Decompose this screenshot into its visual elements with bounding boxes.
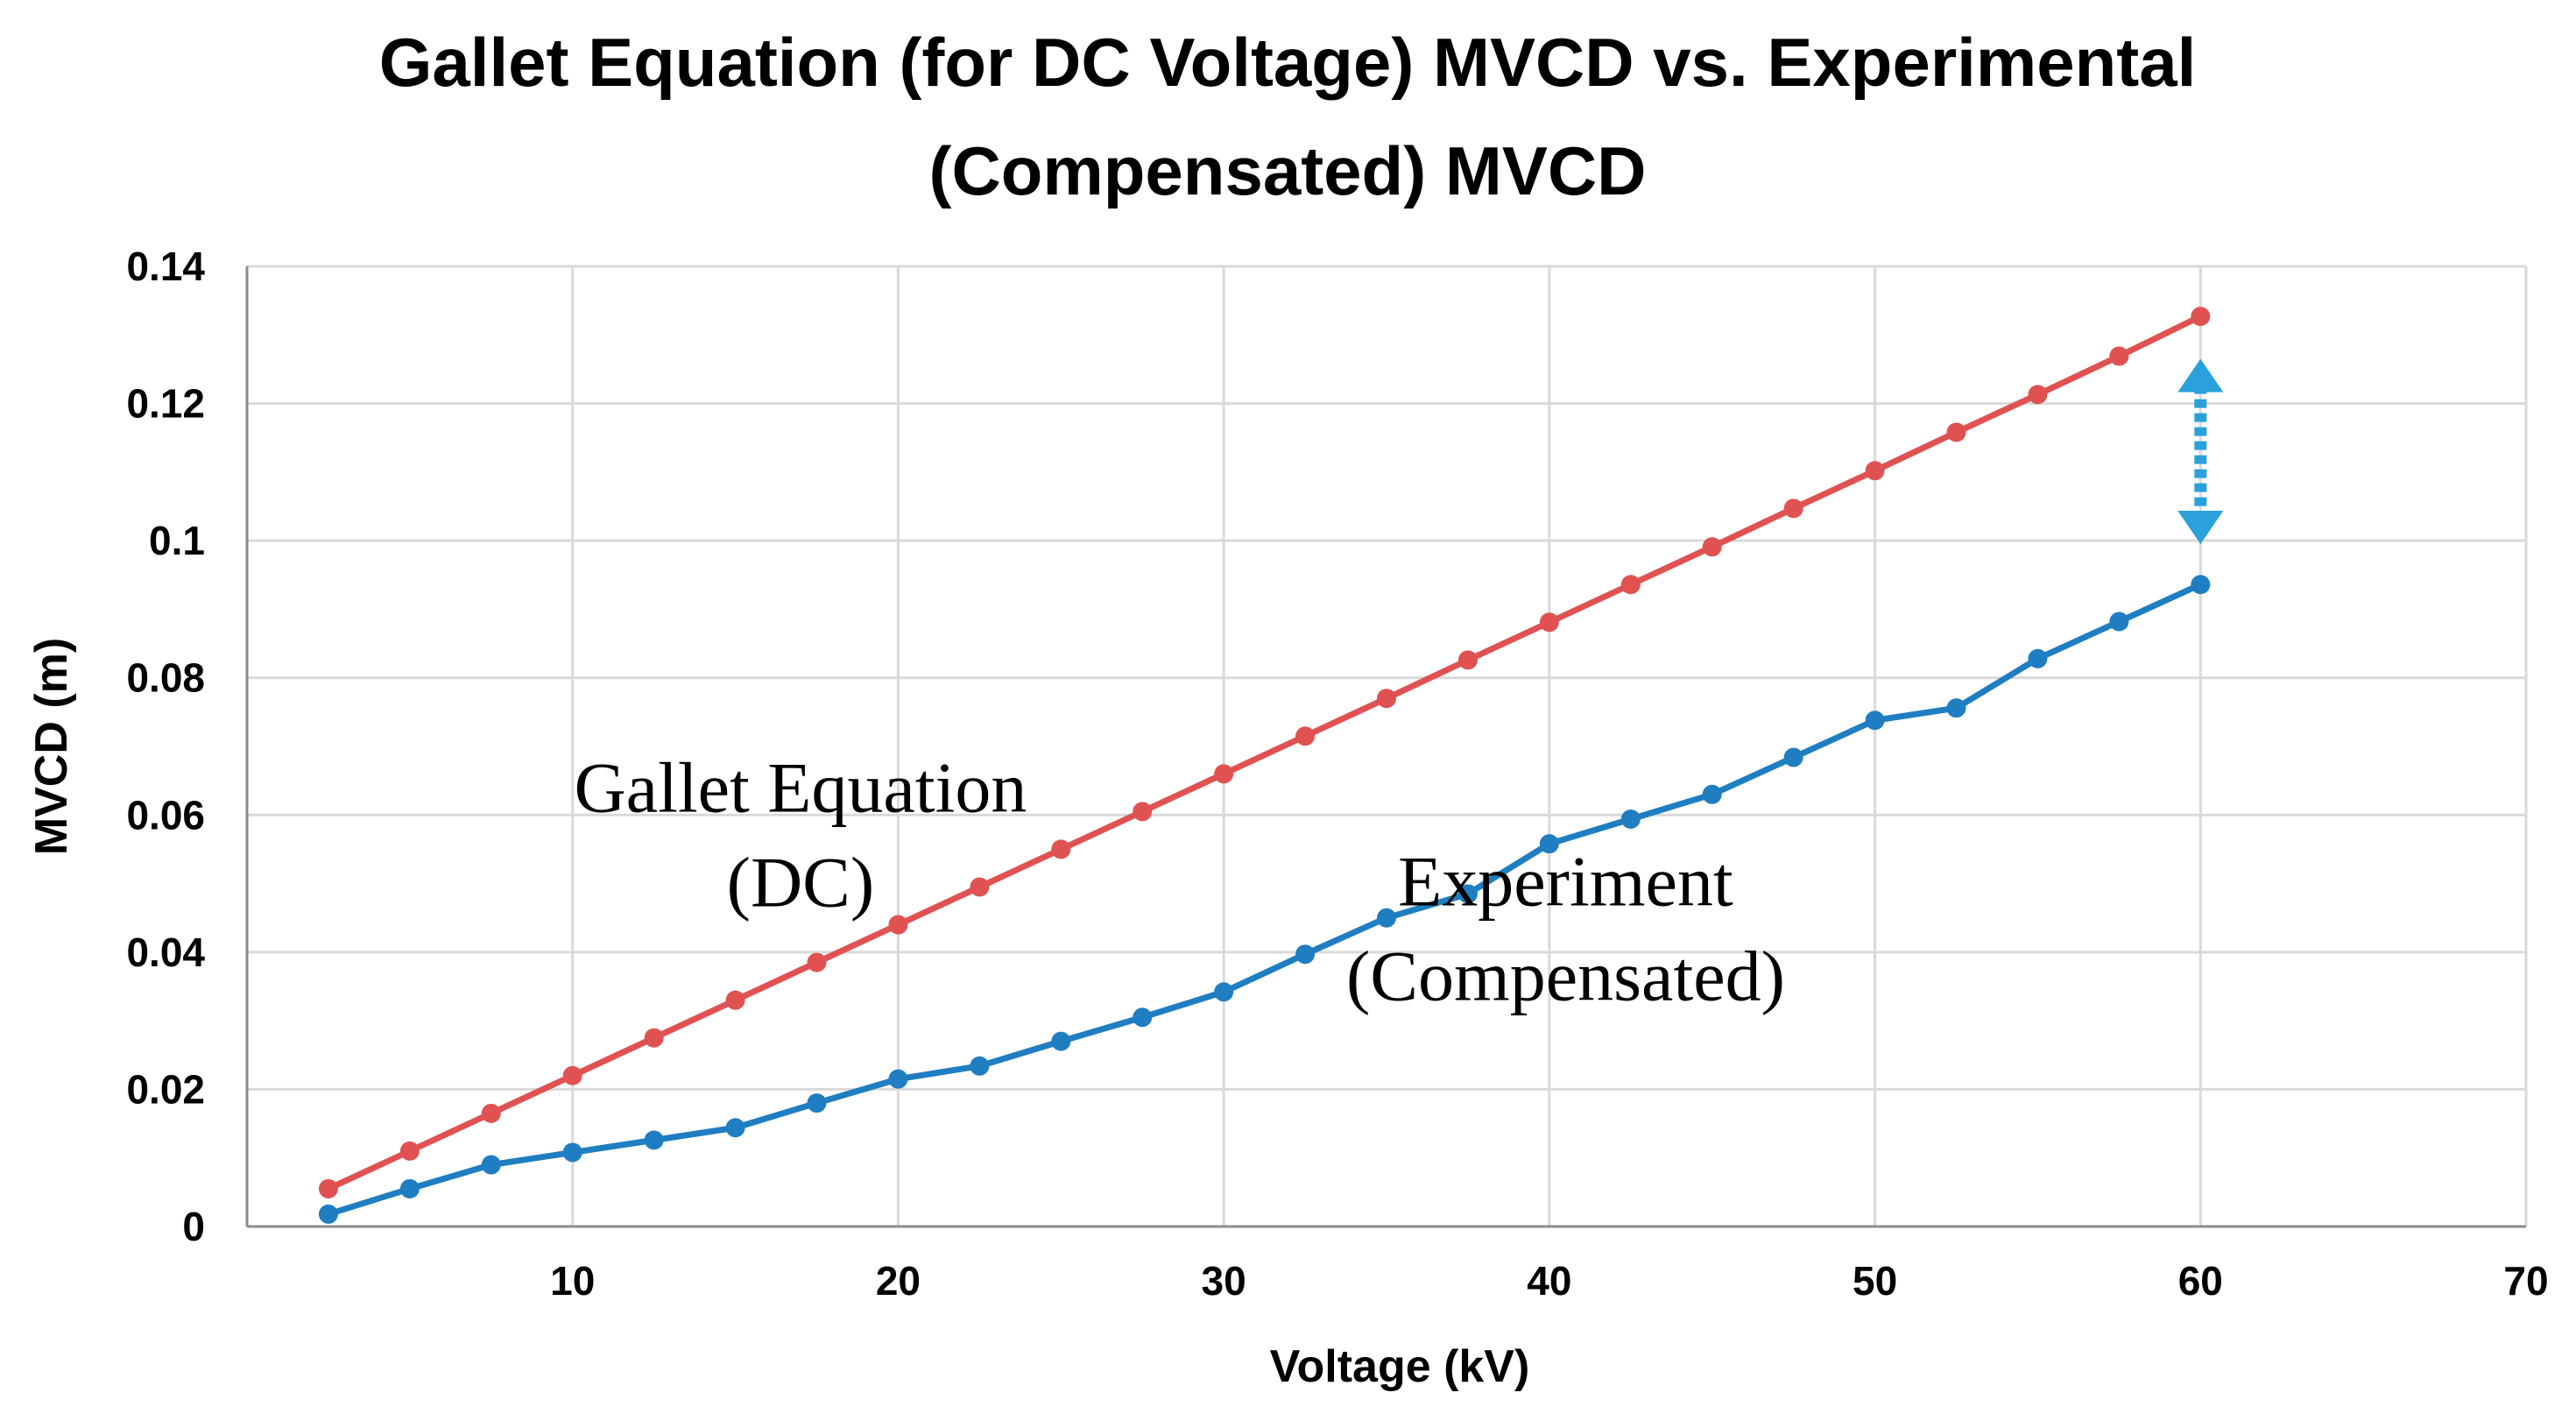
- data-point: [1377, 908, 1396, 928]
- grid: [247, 265, 2528, 1227]
- data-point: [644, 1130, 664, 1150]
- data-point: [1214, 982, 1234, 1002]
- data-point: [1051, 1031, 1071, 1051]
- data-point: [2109, 346, 2129, 366]
- series-gallet-equation: [318, 307, 2211, 1198]
- data-point: [318, 1178, 338, 1198]
- data-point: [399, 1141, 420, 1161]
- series-experiment: [318, 575, 2211, 1224]
- data-point: [888, 915, 908, 935]
- data-point: [2028, 648, 2048, 668]
- chart-title-line-1: Gallet Equation (for DC Voltage) MVCD vs…: [379, 24, 2197, 101]
- y-tick-label: 0.04: [126, 930, 205, 975]
- data-point: [970, 877, 990, 897]
- chart-title-line-2: (Compensated) MVCD: [928, 132, 1646, 209]
- x-tick-label: 40: [1527, 1258, 1571, 1304]
- data-point: [2109, 611, 2129, 632]
- data-point: [1946, 698, 1966, 718]
- data-point: [1783, 747, 1803, 767]
- data-point: [2191, 575, 2211, 595]
- data-point: [1865, 710, 1885, 731]
- data-point: [318, 1204, 338, 1224]
- data-point: [1377, 689, 1396, 709]
- data-point: [1133, 802, 1153, 822]
- y-tick-label: 0.06: [126, 792, 205, 838]
- data-point: [1457, 650, 1478, 670]
- data-point: [2191, 307, 2211, 327]
- y-tick-label: 0.1: [149, 518, 205, 563]
- series: [318, 307, 2211, 1224]
- data-point: [1539, 834, 1559, 854]
- data-point: [1539, 612, 1559, 633]
- data-point: [970, 1056, 990, 1076]
- x-axis-title: Voltage (kV): [1270, 1341, 1530, 1392]
- series-line: [327, 314, 2202, 1192]
- y-tick-label: 0.14: [126, 244, 205, 289]
- data-point: [1051, 839, 1071, 859]
- y-tick-label: 0: [182, 1204, 205, 1249]
- data-point: [1295, 944, 1316, 965]
- data-point: [1295, 726, 1316, 746]
- annotation-label: (Compensated): [1346, 937, 1785, 1016]
- annotation-label: Experiment: [1398, 842, 1733, 922]
- data-point: [1865, 461, 1885, 481]
- annotation-label: Gallet Equation: [574, 747, 1027, 827]
- data-point: [725, 990, 745, 1010]
- x-tick-label: 50: [1853, 1258, 1897, 1304]
- data-point: [1946, 422, 1966, 442]
- tick-labels: 0 0.02 0.04 0.06 0.08 0.1 0.12 0.14 10 20 30 40 50 60…: [126, 244, 2548, 1304]
- data-point: [1457, 884, 1478, 904]
- data-point: [807, 1093, 827, 1113]
- x-tick-label: 70: [2503, 1258, 2548, 1304]
- data-point: [562, 1065, 582, 1085]
- gap-arrow-head-down: [2177, 511, 2224, 545]
- data-point: [1702, 537, 1722, 557]
- data-point: [1783, 498, 1803, 519]
- gap-arrow: [2177, 358, 2224, 545]
- x-tick-label: 30: [1202, 1258, 1246, 1304]
- annotations: Gallet Equation (DC) Experiment (Compensate…: [574, 747, 1784, 1015]
- data-point: [1702, 784, 1722, 804]
- data-point: [1620, 809, 1641, 829]
- series-line: [327, 582, 2202, 1218]
- data-point: [562, 1142, 582, 1163]
- gap-arrow-head-up: [2177, 358, 2224, 392]
- data-point: [1620, 575, 1641, 595]
- y-tick-label: 0.02: [126, 1066, 205, 1112]
- data-point: [399, 1178, 420, 1198]
- y-tick-label: 0.12: [126, 381, 205, 427]
- y-axis-title: MVCD (m): [26, 638, 77, 855]
- axes: [245, 266, 2526, 1228]
- data-point: [481, 1103, 501, 1123]
- x-tick-label: 10: [550, 1258, 595, 1304]
- data-point: [481, 1155, 501, 1175]
- data-point: [725, 1118, 745, 1138]
- data-point: [1214, 764, 1234, 784]
- data-point: [1133, 1007, 1153, 1028]
- data-point: [888, 1069, 908, 1089]
- y-tick-label: 0.08: [126, 655, 205, 701]
- data-point: [644, 1028, 664, 1048]
- annotation-label: (DC): [727, 842, 875, 922]
- data-point: [807, 952, 827, 972]
- x-tick-label: 20: [876, 1258, 921, 1304]
- data-point: [2028, 385, 2048, 405]
- x-tick-label: 60: [2178, 1258, 2223, 1304]
